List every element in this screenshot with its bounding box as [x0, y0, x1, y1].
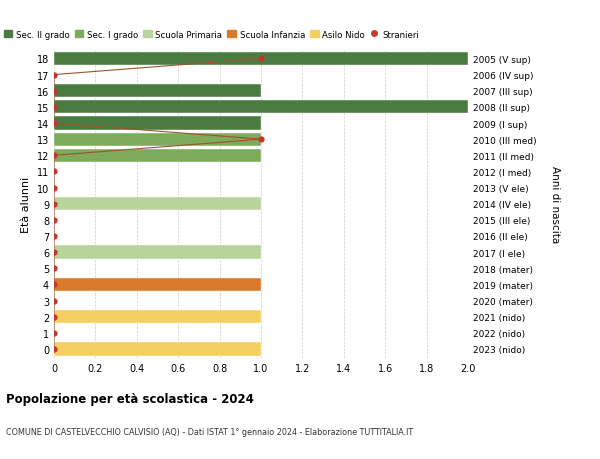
Y-axis label: Età alunni: Età alunni: [21, 176, 31, 232]
Bar: [54, 117, 261, 130]
Bar: [54, 310, 261, 324]
Bar: [54, 342, 261, 356]
Bar: [54, 198, 261, 211]
Text: Popolazione per età scolastica - 2024: Popolazione per età scolastica - 2024: [6, 392, 254, 405]
Bar: [54, 53, 468, 66]
Text: COMUNE DI CASTELVECCHIO CALVISIO (AQ) - Dati ISTAT 1° gennaio 2024 - Elaborazion: COMUNE DI CASTELVECCHIO CALVISIO (AQ) - …: [6, 427, 413, 436]
Bar: [54, 101, 468, 114]
Legend: Sec. II grado, Sec. I grado, Scuola Primaria, Scuola Infanzia, Asilo Nido, Stran: Sec. II grado, Sec. I grado, Scuola Prim…: [1, 27, 422, 43]
Bar: [54, 246, 261, 259]
Bar: [54, 85, 261, 98]
Bar: [54, 133, 261, 146]
Y-axis label: Anni di nascita: Anni di nascita: [550, 166, 560, 243]
Bar: [54, 149, 261, 162]
Bar: [54, 278, 261, 291]
